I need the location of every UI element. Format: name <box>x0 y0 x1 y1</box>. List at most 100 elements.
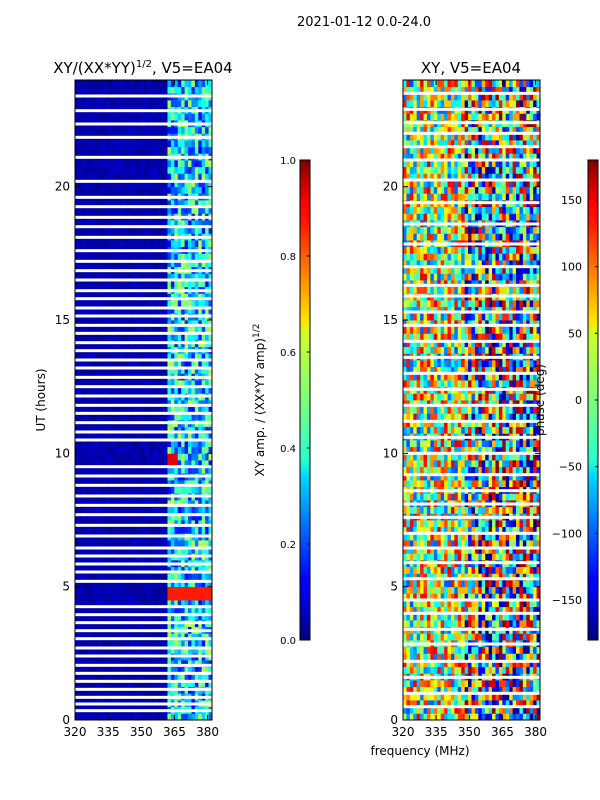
heatmap-cell <box>112 86 117 94</box>
heatmap-cell <box>164 540 168 548</box>
heatmap-cell <box>81 460 86 468</box>
heatmap-cell <box>188 526 192 534</box>
heatmap-cell <box>75 360 79 368</box>
heatmap-cell <box>420 713 424 721</box>
heatmap-cell <box>526 693 531 701</box>
heatmap-cell <box>122 633 127 641</box>
heatmap-cell <box>188 180 192 188</box>
heatmap-cell <box>177 140 182 148</box>
heatmap-cell <box>444 580 448 588</box>
heatmap-cell <box>485 600 490 608</box>
heatmap-cell <box>208 640 213 648</box>
heatmap-cell <box>430 606 435 614</box>
heatmap-cell <box>129 320 134 328</box>
heatmap-cell <box>167 353 172 361</box>
heatmap-cell <box>119 540 124 548</box>
heatmap-cell <box>160 166 165 174</box>
heatmap-cell <box>122 166 127 174</box>
heatmap-cell <box>129 460 134 468</box>
heatmap-cell <box>119 140 124 148</box>
heatmap-cell <box>174 486 179 494</box>
heatmap-cell <box>133 426 138 434</box>
heatmap-cell <box>464 633 469 641</box>
heatmap-cell <box>160 660 165 668</box>
heatmap-cell <box>133 253 138 261</box>
heatmap-cell <box>488 633 493 641</box>
heatmap-cell <box>85 520 90 528</box>
heatmap-cell <box>116 280 120 288</box>
heatmap-cell <box>150 460 155 468</box>
heatmap-cell <box>201 333 206 341</box>
heatmap-cell <box>536 646 541 654</box>
heatmap-cell <box>167 440 172 448</box>
heatmap-cell <box>102 280 107 288</box>
heatmap-cell <box>512 593 517 601</box>
heatmap-cell <box>485 646 490 654</box>
heatmap-cell <box>88 353 93 361</box>
heatmap-cell <box>136 640 141 648</box>
heatmap-cell <box>457 553 462 561</box>
heatmap-cell <box>150 400 155 408</box>
heatmap-cell <box>119 253 124 261</box>
heatmap-cell <box>88 146 93 154</box>
heatmap-cell <box>181 400 185 408</box>
heatmap-cell <box>498 660 503 668</box>
flagged-row <box>75 709 212 713</box>
heatmap-cell <box>450 546 455 554</box>
heatmap-cell <box>170 240 175 248</box>
heatmap-cell <box>174 573 179 581</box>
heatmap-cell <box>92 140 96 148</box>
heatmap-cell <box>143 466 148 474</box>
heatmap-cell <box>116 593 120 601</box>
heatmap-cell <box>191 260 196 268</box>
heatmap-cell <box>184 146 189 154</box>
heatmap-cell <box>75 520 79 528</box>
heatmap-cell <box>85 713 90 721</box>
heatmap-cell <box>126 113 131 121</box>
heatmap-cell <box>495 653 500 661</box>
heatmap-cell <box>205 673 209 681</box>
heatmap-cell <box>529 646 534 654</box>
heatmap-cell <box>136 100 141 108</box>
heatmap-cell <box>102 713 107 721</box>
heatmap-cell <box>526 600 531 608</box>
heatmap-cell <box>426 700 431 708</box>
heatmap-cell <box>191 360 196 368</box>
heatmap-cell <box>409 546 414 554</box>
heatmap-cell <box>146 253 151 261</box>
heatmap-cell <box>450 686 455 694</box>
heatmap-cell <box>157 406 162 414</box>
heatmap-cell <box>88 440 93 448</box>
heatmap-cell <box>88 126 93 134</box>
heatmap-cell <box>146 206 151 214</box>
heatmap-cell <box>153 580 158 588</box>
heatmap-cell <box>153 606 158 614</box>
heatmap-cell <box>174 320 179 328</box>
heatmap-cell <box>471 713 476 721</box>
heatmap-cell <box>454 613 459 621</box>
heatmap-cell <box>208 433 213 441</box>
heatmap-cell <box>119 646 124 654</box>
heatmap-cell <box>78 526 83 534</box>
heatmap-cell <box>205 513 209 521</box>
heatmap-cell <box>88 606 93 614</box>
heatmap-cell <box>126 380 131 388</box>
heatmap-cell <box>177 326 182 334</box>
heatmap-cell <box>167 113 172 121</box>
heatmap-cell <box>105 500 110 508</box>
heatmap-cell <box>167 260 172 268</box>
heatmap-cell <box>416 553 421 561</box>
heatmap-cell <box>153 333 158 341</box>
heatmap-cell <box>136 660 141 668</box>
heatmap-cell <box>129 486 134 494</box>
heatmap-cell <box>181 453 185 461</box>
heatmap-cell <box>174 113 179 121</box>
heatmap-cell <box>102 386 107 394</box>
heatmap-cell <box>177 586 182 594</box>
heatmap-cell <box>116 240 120 248</box>
heatmap-cell <box>109 333 114 341</box>
heatmap-cell <box>174 440 179 448</box>
heatmap-cell <box>406 580 411 588</box>
heatmap-cell <box>98 573 103 581</box>
heatmap-cell <box>170 633 175 641</box>
